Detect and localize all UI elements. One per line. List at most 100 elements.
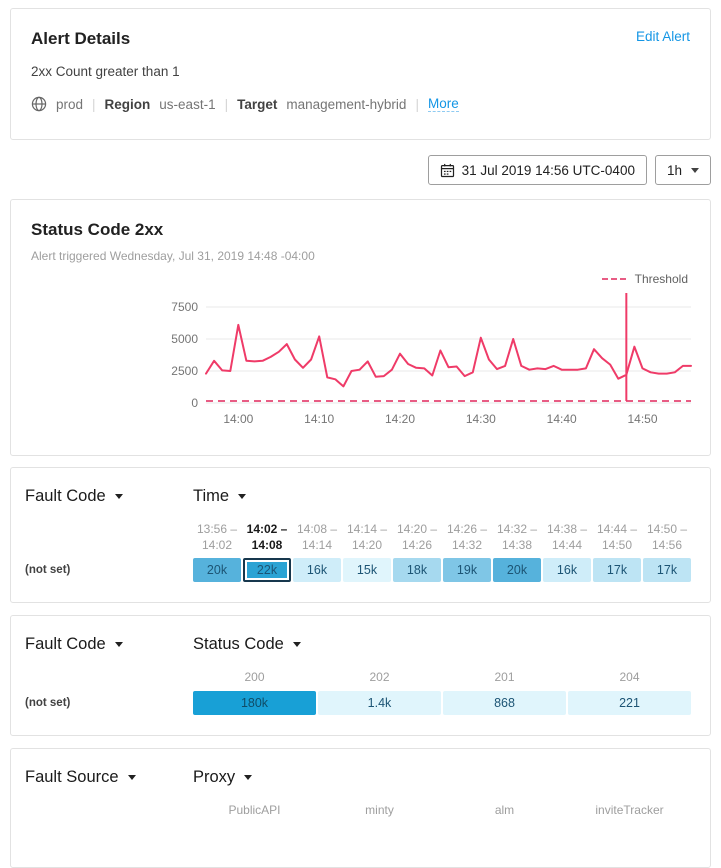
svg-text:14:40: 14:40 — [547, 412, 577, 426]
datetime-picker-button[interactable]: 31 Jul 2019 14:56 UTC-0400 — [427, 155, 647, 185]
threshold-dash-icon — [601, 278, 626, 280]
column-header[interactable]: alm — [494, 802, 515, 817]
chevron-down-icon — [114, 494, 123, 499]
table-row: (not set) 180k 1.4k 868 221 — [25, 690, 692, 715]
heatmap-cell[interactable]: 180k — [193, 690, 316, 715]
status-code-chart-card: Status Code 2xx Alert triggered Wednesda… — [10, 199, 711, 456]
column-header[interactable]: 14:08 –14:14 — [296, 522, 338, 553]
line-chart: 0 2500 5000 7500 14:00 14:10 14:20 14:30 14:40 14… — [171, 293, 692, 426]
chevron-down-icon — [114, 642, 123, 648]
time-range-value: 1h — [666, 162, 682, 178]
target-value: management-hybrid — [286, 96, 407, 112]
column-header[interactable]: 14:44 –14:50 — [596, 522, 638, 553]
heatmap-cell[interactable]: 1.4k — [318, 690, 441, 715]
heatmap-cell[interactable]: 17k — [593, 558, 641, 583]
fault-source-proxy-card: Fault Source Proxy PublicAPI minty alm invi… — [10, 747, 711, 868]
divider: | — [224, 96, 229, 112]
column-headers: 200 202 201 204 — [193, 669, 691, 685]
column-header[interactable]: 14:38 –14:44 — [546, 522, 588, 553]
calendar-icon — [440, 163, 455, 178]
heatmap-cell[interactable]: 221 — [568, 690, 691, 715]
divider: | — [415, 96, 419, 112]
column-dimension-selector[interactable]: Time — [193, 487, 247, 506]
time-range-dropdown[interactable]: 1h — [654, 155, 711, 185]
row-label: (not set) — [25, 696, 71, 709]
heatmap-cell[interactable]: 868 — [443, 690, 566, 715]
column-header[interactable]: PublicAPI — [228, 802, 281, 817]
column-header[interactable]: minty — [365, 802, 394, 817]
column-header[interactable]: 14:50 –14:56 — [646, 522, 688, 553]
heatmap-cell[interactable]: 16k — [293, 558, 341, 583]
time-toolbar: 31 Jul 2019 14:56 UTC-0400 1h — [10, 155, 711, 185]
alert-details-card: Alert Details Edit Alert 2xx Count great… — [10, 8, 711, 140]
column-header[interactable]: 14:32 –14:38 — [496, 522, 538, 553]
fault-code-time-card: Fault Code Time 13:56 –14:02 14:02 –14:08… — [10, 467, 711, 604]
page-title: Alert Details — [31, 29, 131, 48]
row-label: (not set) — [25, 564, 71, 577]
column-headers: 13:56 –14:02 14:02 –14:08 14:08 –14:14 14:1… — [193, 521, 691, 553]
svg-text:14:00: 14:00 — [223, 412, 253, 426]
heatmap-cell[interactable]: 19k — [443, 558, 491, 583]
chart-legend: Threshold — [31, 271, 688, 287]
more-link[interactable]: More — [427, 96, 459, 112]
edit-alert-link[interactable]: Edit Alert — [635, 29, 690, 44]
column-header[interactable]: inviteTracker — [595, 802, 664, 817]
region-label: Region — [104, 96, 151, 112]
alert-meta-row: prod | Region us-east-1 | Target managem… — [31, 96, 690, 112]
svg-text:7500: 7500 — [171, 300, 198, 314]
datetime-value: 31 Jul 2019 14:56 UTC-0400 — [461, 162, 635, 178]
environment-value: prod — [56, 96, 84, 112]
chart-subtitle: Alert triggered Wednesday, Jul 31, 2019 … — [31, 249, 315, 263]
fault-code-status-card: Fault Code Status Code 200 202 201 204 (not… — [10, 615, 711, 736]
column-header[interactable]: 204 — [619, 670, 640, 685]
heatmap-cell[interactable]: 22k — [243, 558, 291, 583]
column-header[interactable]: 202 — [369, 670, 390, 685]
column-header[interactable]: 14:20 –14:26 — [396, 522, 438, 553]
column-header[interactable]: 14:26 –14:32 — [446, 522, 488, 553]
svg-text:14:50: 14:50 — [627, 412, 657, 426]
globe-icon — [31, 96, 47, 112]
svg-text:0: 0 — [191, 396, 198, 410]
table-row: (not set) 20k 22k 16k 15k 18k 19k 20k 16k 17k 17k — [25, 558, 692, 583]
heatmap-rows: (not set) 20k 22k 16k 15k 18k 19k 20k 16k 17k 17k — [25, 558, 692, 583]
column-header[interactable]: 13:56 –14:02 — [196, 522, 238, 553]
row-dimension-label: Fault Code — [25, 635, 106, 654]
legend-label: Threshold — [634, 272, 688, 286]
svg-text:5000: 5000 — [171, 332, 198, 346]
row-dimension-selector[interactable]: Fault Code — [25, 487, 193, 506]
target-label: Target — [237, 96, 278, 112]
heatmap-cell[interactable]: 20k — [493, 558, 541, 583]
row-dimension-label: Fault Code — [25, 487, 106, 505]
column-header[interactable]: 201 — [494, 670, 515, 685]
column-header[interactable]: 14:02 –14:08 — [246, 522, 288, 553]
row-dimension-selector[interactable]: Fault Code — [25, 635, 193, 654]
divider: | — [92, 96, 96, 112]
svg-text:14:10: 14:10 — [304, 412, 334, 426]
column-dimension-label: Time — [193, 487, 230, 505]
row-dimension-label: Fault Source — [25, 767, 119, 786]
svg-text:2500: 2500 — [171, 364, 198, 378]
heatmap-cell[interactable]: 16k — [543, 558, 591, 583]
column-header[interactable]: 200 — [244, 670, 265, 685]
heatmap-rows: (not set) 180k 1.4k 868 221 — [25, 690, 692, 715]
chevron-down-icon — [238, 494, 247, 499]
column-dimension-label: Proxy — [193, 767, 236, 786]
heatmap-cell[interactable]: 18k — [393, 558, 441, 583]
heatmap-cell[interactable]: 20k — [193, 558, 241, 583]
chart-title: Status Code 2xx — [31, 220, 164, 239]
heatmap-cell[interactable]: 17k — [643, 558, 691, 583]
column-dimension-label: Status Code — [193, 635, 284, 654]
column-dimension-selector[interactable]: Status Code — [193, 635, 301, 654]
alert-condition: 2xx Count greater than 1 — [31, 64, 180, 79]
svg-text:14:20: 14:20 — [385, 412, 415, 426]
column-header[interactable]: 14:14 –14:20 — [346, 522, 388, 553]
region-value: us-east-1 — [159, 96, 216, 112]
column-dimension-selector[interactable]: Proxy — [193, 767, 253, 787]
chevron-down-icon — [691, 167, 699, 173]
chevron-down-icon — [127, 774, 136, 780]
chevron-down-icon — [244, 774, 253, 780]
heatmap-cell[interactable]: 15k — [343, 558, 391, 583]
chevron-down-icon — [292, 642, 301, 648]
row-dimension-selector[interactable]: Fault Source — [25, 768, 193, 787]
